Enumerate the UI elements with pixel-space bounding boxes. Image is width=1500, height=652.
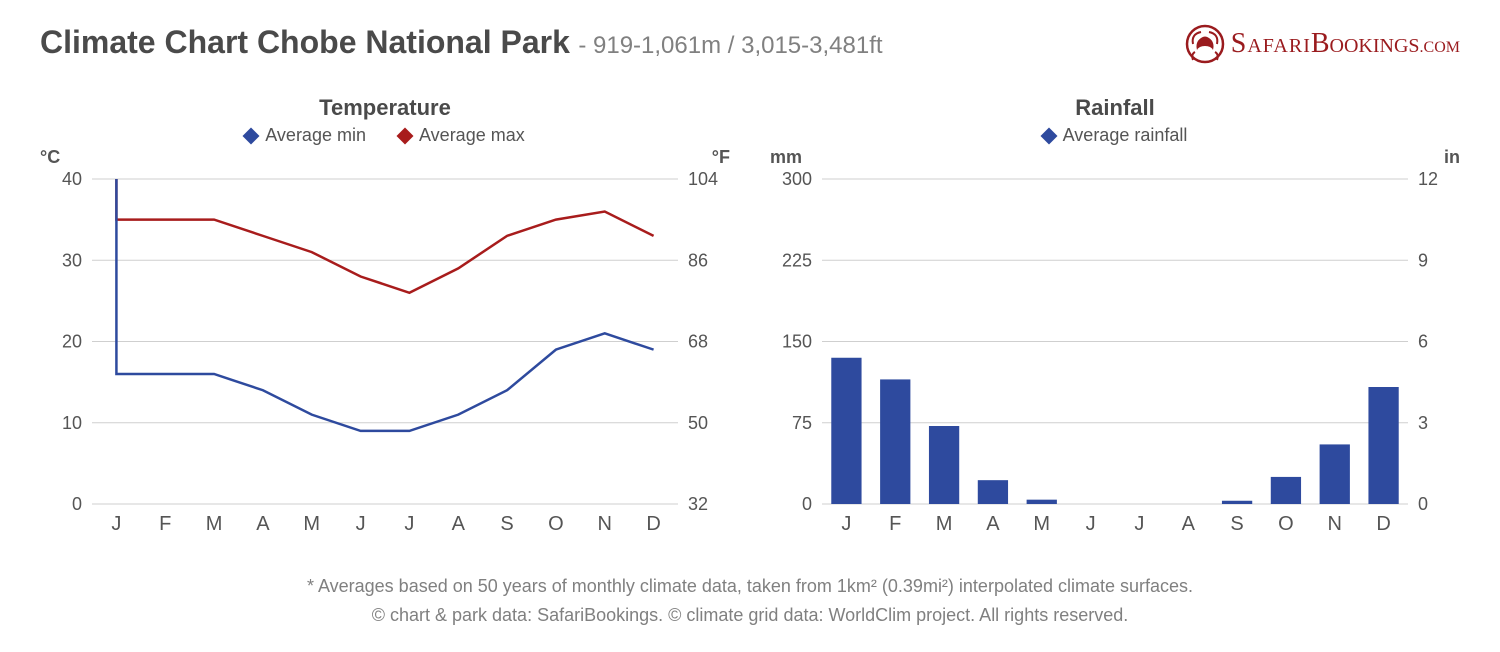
svg-text:N: N [598,513,612,535]
svg-text:J: J [841,513,851,535]
svg-text:3: 3 [1418,413,1428,433]
svg-text:J: J [1134,513,1144,535]
svg-text:S: S [500,513,513,535]
logo-text-ookings: OOKINGS [1330,35,1420,57]
svg-text:M: M [303,513,320,535]
svg-text:300: 300 [782,169,812,189]
svg-text:M: M [1033,513,1050,535]
temp-y-left-label: °C [40,147,60,168]
svg-text:225: 225 [782,250,812,270]
svg-text:A: A [452,513,466,535]
svg-text:30: 30 [62,250,82,270]
svg-text:J: J [404,513,414,535]
footer-line-1: * Averages based on 50 years of monthly … [0,572,1500,601]
temp-legend: Average min Average max [40,125,730,147]
safaribookings-logo: SAFARIBOOKINGS.COM [1185,24,1460,64]
svg-text:20: 20 [62,332,82,352]
svg-text:N: N [1328,513,1342,535]
logo-text-afari: AFARI [1247,35,1311,57]
rain-y-right-label: in [1444,147,1460,168]
svg-text:J: J [111,513,121,535]
svg-text:0: 0 [802,494,812,514]
svg-text:12: 12 [1418,169,1438,189]
svg-text:S: S [1230,513,1243,535]
svg-text:0: 0 [1418,494,1428,514]
page-subtitle: - 919-1,061m / 3,015-3,481ft [578,32,882,59]
lion-icon [1185,24,1225,64]
svg-text:75: 75 [792,413,812,433]
legend-dot-rain [1040,127,1057,144]
svg-text:104: 104 [688,169,718,189]
temperature-chart: Temperature Average min Average max °C °… [40,95,730,542]
svg-text:0: 0 [72,494,82,514]
svg-text:9: 9 [1418,250,1428,270]
svg-text:50: 50 [688,413,708,433]
svg-text:M: M [206,513,223,535]
svg-text:86: 86 [688,250,708,270]
svg-text:D: D [1376,513,1390,535]
svg-text:O: O [1278,513,1294,535]
svg-text:6: 6 [1418,332,1428,352]
rain-legend: Average rainfall [770,125,1460,147]
svg-text:M: M [936,513,953,535]
temp-plot-svg: 03210502068308640104JFMAMJJASOND [92,179,678,504]
legend-label-rain: Average rainfall [1063,125,1188,146]
legend-dot-min [243,127,260,144]
logo-text-s: S [1231,28,1248,59]
temp-y-right-label: °F [712,147,730,168]
svg-text:32: 32 [688,494,708,514]
svg-text:A: A [1182,513,1196,535]
svg-text:O: O [548,513,564,535]
footer-line-2: © chart & park data: SafariBookings. © c… [0,601,1500,630]
svg-text:40: 40 [62,169,82,189]
svg-text:F: F [159,513,171,535]
svg-text:J: J [356,513,366,535]
rainfall-chart: Rainfall Average rainfall mm in 00753150… [770,95,1460,542]
svg-text:D: D [646,513,660,535]
legend-label-min: Average min [265,125,366,146]
rain-y-left-label: mm [770,147,802,168]
svg-text:A: A [256,513,270,535]
legend-dot-max [397,127,414,144]
svg-text:68: 68 [688,332,708,352]
page-title: Climate Chart Chobe National Park [40,24,570,60]
svg-text:J: J [1086,513,1096,535]
temp-chart-title: Temperature [40,95,730,121]
svg-text:A: A [986,513,1000,535]
logo-text-b: B [1311,28,1330,59]
svg-text:150: 150 [782,332,812,352]
rain-plot-svg: 007531506225930012JFMAMJJASOND [822,179,1408,504]
svg-text:F: F [889,513,901,535]
logo-text-com: .COM [1420,39,1460,56]
legend-label-max: Average max [419,125,525,146]
rain-chart-title: Rainfall [770,95,1460,121]
svg-text:10: 10 [62,413,82,433]
